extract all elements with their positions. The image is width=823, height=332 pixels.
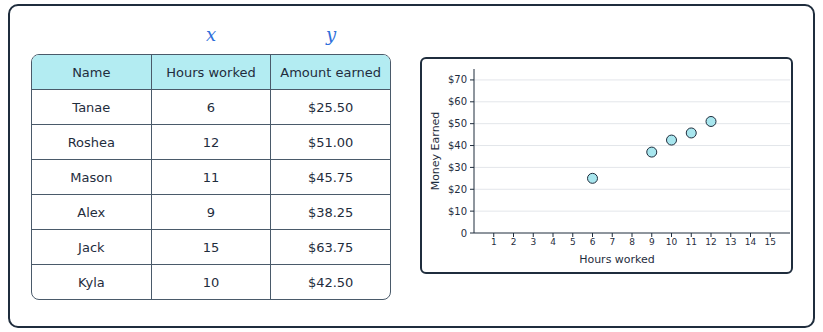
y-tick: [470, 233, 474, 234]
x-tick-label: 5: [570, 237, 576, 247]
table-cell: 11: [152, 160, 272, 195]
x-tick-label: 11: [686, 237, 697, 247]
table-cell: Mason: [32, 160, 152, 195]
x-tick-label: 7: [609, 237, 615, 247]
chart: 0$10$20$30$40$50$60$70123456789101112131…: [0, 0, 823, 332]
x-tick-label: 3: [530, 237, 536, 247]
x-tick-label: 1: [491, 237, 497, 247]
grid-line: [474, 189, 790, 190]
x-axis-label: Hours worked: [579, 253, 655, 266]
table-cell: $25.50: [271, 90, 390, 125]
y-axis: [474, 69, 475, 233]
table-cell: Tanae: [32, 90, 152, 125]
x-tick-label: 6: [590, 237, 596, 247]
column-variable: x: [151, 24, 271, 45]
grid-line: [474, 167, 790, 168]
grid-line: [474, 145, 790, 146]
data-table: NameHours workedAmount earnedTanae6$25.5…: [31, 54, 391, 300]
table-cell: 12: [152, 125, 272, 160]
header-cell: Hours worked: [152, 55, 272, 90]
variable-row: xy: [31, 24, 391, 50]
table-cell: 15: [152, 230, 272, 265]
data-point: [667, 135, 677, 145]
x-axis: [474, 233, 790, 234]
grid-line: [474, 101, 790, 102]
table-cell: 6: [152, 90, 272, 125]
table-cell: Roshea: [32, 125, 152, 160]
x-tick-label: 10: [666, 237, 678, 247]
data-point: [588, 173, 598, 183]
x-tick-label: 8: [629, 237, 635, 247]
grid-line: [474, 79, 790, 80]
y-tick: [470, 145, 474, 146]
x-tick-label: 14: [745, 237, 757, 247]
y-tick-label: $60: [448, 96, 467, 107]
y-tick: [470, 167, 474, 168]
y-tick-label: $10: [448, 206, 467, 217]
x-tick-label: 9: [649, 237, 655, 247]
x-tick-label: 15: [765, 237, 776, 247]
header-row: NameHours workedAmount earned: [32, 55, 390, 90]
grid-line: [474, 211, 790, 212]
column-variable: y: [271, 24, 391, 45]
table-cell: 10: [152, 265, 272, 299]
table-cell: $42.50: [271, 265, 390, 299]
y-tick-label: $30: [448, 162, 467, 173]
data-point: [647, 147, 657, 157]
table-cell: $38.25: [271, 195, 390, 230]
table-row: Roshea12$51.00: [32, 125, 390, 160]
y-tick-label: $50: [448, 118, 467, 129]
chart-frame: [421, 58, 792, 273]
y-tick-label: 0: [461, 228, 467, 239]
y-tick-label: $40: [448, 140, 467, 151]
table-row: Kyla10$42.50: [32, 265, 390, 299]
x-tick-label: 13: [725, 237, 736, 247]
table-row: Mason11$45.75: [32, 160, 390, 195]
table-cell: $63.75: [271, 230, 390, 265]
table-cell: 9: [152, 195, 272, 230]
y-tick-label: $20: [448, 184, 467, 195]
data-point: [686, 128, 696, 138]
y-tick-label: $70: [448, 74, 467, 85]
y-tick: [470, 101, 474, 102]
table-cell: $45.75: [271, 160, 390, 195]
table-row: Jack15$63.75: [32, 230, 390, 265]
table-cell: Alex: [32, 195, 152, 230]
x-tick-label: 12: [705, 237, 716, 247]
x-tick-label: 2: [511, 237, 517, 247]
table-cell: Jack: [32, 230, 152, 265]
header-cell: Amount earned: [271, 55, 390, 90]
table-row: Tanae6$25.50: [32, 90, 390, 125]
y-tick: [470, 79, 474, 80]
points: [588, 116, 717, 183]
table-cell: Kyla: [32, 265, 152, 299]
header-cell: Name: [32, 55, 152, 90]
y-tick: [470, 189, 474, 190]
table-row: Alex9$38.25: [32, 195, 390, 230]
table-cell: $51.00: [271, 125, 390, 160]
y-tick: [470, 211, 474, 212]
grid-line: [474, 123, 790, 124]
data-point: [706, 116, 716, 126]
x-tick-label: 4: [550, 237, 556, 247]
y-tick: [470, 123, 474, 124]
y-axis-label: Money Earned: [429, 112, 442, 191]
